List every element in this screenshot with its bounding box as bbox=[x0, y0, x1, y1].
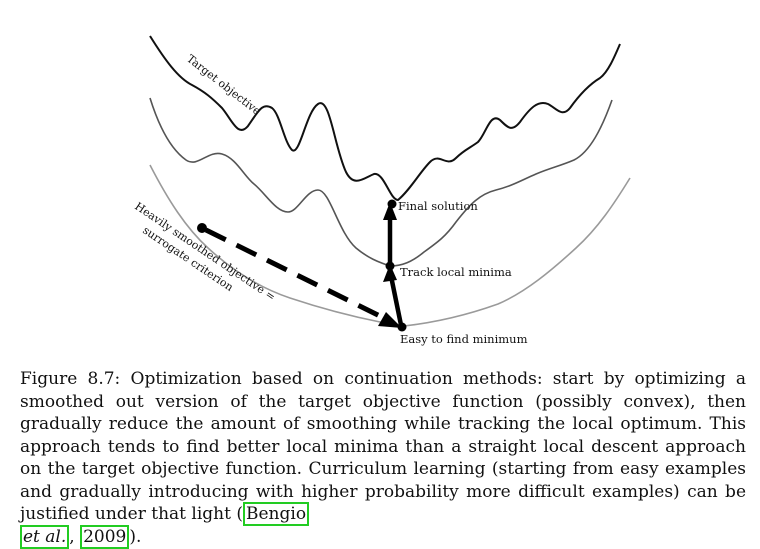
easy-minimum-label: Easy to find minimum bbox=[400, 332, 528, 346]
caption-closing: ). bbox=[129, 526, 142, 547]
citation-link-year[interactable]: 2009 bbox=[80, 524, 130, 549]
heavily-smoothed-label: Heavily smoothed objective = bbox=[132, 200, 277, 304]
caption-text: Optimization based on continuation metho… bbox=[20, 369, 746, 524]
track-arrow-1-head bbox=[383, 264, 397, 282]
intermediate-smoothed-curve bbox=[149, 97, 613, 267]
citation-link-author[interactable]: Bengio bbox=[243, 502, 310, 526]
citation-link-etal[interactable]: et al. bbox=[20, 524, 70, 549]
track-arrow-2-head bbox=[383, 202, 397, 220]
track-local-minima-label: Track local minima bbox=[400, 265, 512, 279]
citation-separator: , bbox=[69, 526, 75, 547]
figure-caption: Figure 8.7: Optimization based on contin… bbox=[20, 368, 746, 549]
continuation-figure: Target objective Heavily smoothed object… bbox=[132, 35, 631, 346]
final-solution-label: Final solution bbox=[398, 199, 478, 213]
final-solution-point bbox=[387, 199, 397, 209]
target-objective-curve bbox=[149, 35, 621, 202]
figure-number: Figure 8.7: bbox=[20, 369, 121, 389]
track-arrow-1 bbox=[388, 275, 404, 326]
dashed-arrow-head bbox=[378, 312, 402, 328]
target-objective-label: Target objective bbox=[184, 52, 263, 118]
start-point bbox=[197, 223, 207, 233]
